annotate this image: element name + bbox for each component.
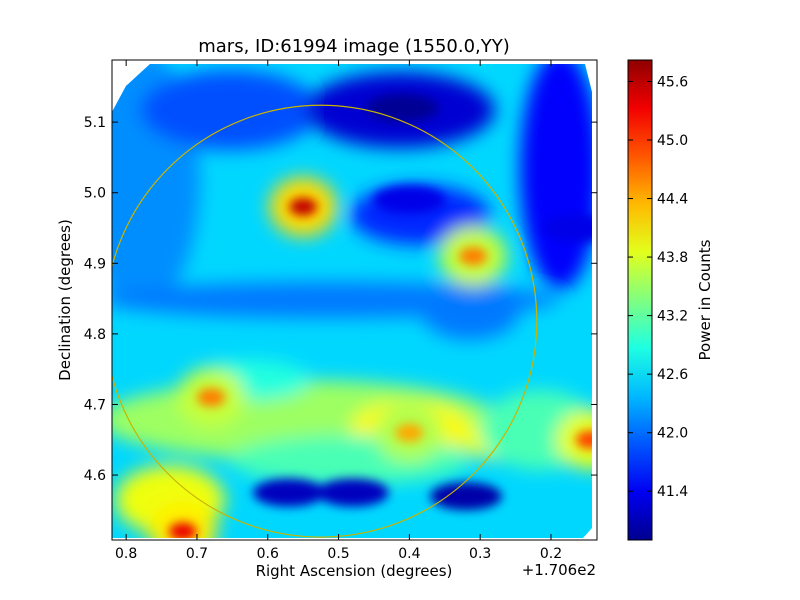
lowspot bbox=[253, 478, 326, 507]
colorbar-tick-label: 45.0 bbox=[657, 133, 688, 149]
x-tick-label: 0.7 bbox=[186, 546, 208, 562]
lowspot bbox=[430, 482, 503, 511]
lowspot bbox=[373, 185, 446, 214]
region-circle bbox=[112, 104, 538, 538]
y-tick-label: 5.0 bbox=[84, 186, 106, 202]
x-tick-label: 0.4 bbox=[398, 546, 420, 562]
x-axis-label: Right Ascension (degrees) bbox=[256, 562, 453, 580]
colorbar-tick-label: 44.4 bbox=[657, 192, 688, 208]
lowspot bbox=[316, 478, 389, 507]
colorbar-label: Power in Counts bbox=[696, 239, 714, 360]
x-tick-label: 0.3 bbox=[469, 546, 491, 562]
colorbar-tick-label: 42.6 bbox=[657, 367, 688, 383]
heatmap bbox=[112, 64, 592, 538]
colorbar-tick-label: 45.6 bbox=[657, 74, 688, 90]
colorbar-body bbox=[627, 59, 653, 541]
y-tick-label: 5.1 bbox=[84, 115, 106, 131]
colorbar-tick-label: 42.0 bbox=[657, 426, 688, 442]
hotspot bbox=[395, 423, 424, 442]
x-tick-label: 0.8 bbox=[115, 546, 137, 562]
x-tick-label: 0.5 bbox=[327, 546, 349, 562]
hotspot bbox=[459, 247, 488, 266]
colorbar-tick-label: 41.4 bbox=[657, 484, 688, 500]
x-offset-label: +1.706e2 bbox=[522, 561, 596, 579]
y-tick-label: 4.9 bbox=[84, 256, 106, 272]
colorbar-tick-label: 43.8 bbox=[657, 250, 688, 266]
lowspot bbox=[543, 214, 592, 242]
lowspot bbox=[366, 94, 439, 122]
y-tick-label: 4.7 bbox=[84, 397, 106, 413]
y-tick-label: 4.6 bbox=[84, 468, 106, 484]
plot-frame bbox=[111, 59, 598, 541]
chart-title: mars, ID:61994 image (1550.0,YY) bbox=[198, 36, 510, 57]
hotspot bbox=[197, 388, 226, 407]
x-tick-label: 0.2 bbox=[540, 546, 562, 562]
x-tick-label: 0.6 bbox=[257, 546, 279, 562]
y-axis: 4.6 4.7 4.8 4.9 5.0 5.1 bbox=[84, 115, 597, 484]
x-axis: 0.8 0.7 0.6 0.5 0.4 0.3 0.2 bbox=[115, 60, 562, 562]
hotspot bbox=[168, 522, 197, 538]
hotspot bbox=[289, 197, 318, 216]
hotspot bbox=[575, 430, 592, 449]
colorbar-tick-label: 43.2 bbox=[657, 309, 688, 325]
y-tick-label: 4.8 bbox=[84, 327, 106, 343]
y-axis-label: Declination (degrees) bbox=[56, 219, 74, 381]
colorbar: 41.4 42.0 42.6 43.2 43.8 44.4 45.0 45.6 Power i… bbox=[627, 59, 714, 541]
